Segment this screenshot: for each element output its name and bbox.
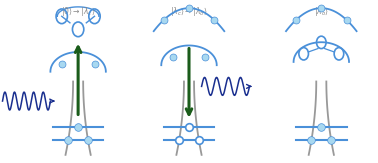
Text: $|0\rangle \rightarrow |\lambda_c\rangle$: $|0\rangle \rightarrow |\lambda_c\rangle… [61, 5, 95, 18]
Text: $|\lambda_o\rangle$: $|\lambda_o\rangle$ [314, 5, 329, 18]
Text: $|\lambda_c\rangle \rightarrow |\lambda_o\rangle$: $|\lambda_c\rangle \rightarrow |\lambda_… [170, 5, 208, 18]
